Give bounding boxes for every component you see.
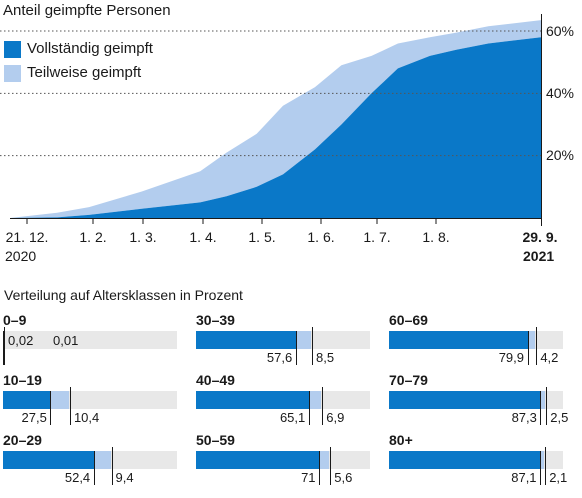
value-label-full: 52,4 (64, 470, 91, 485)
bar-partial (309, 391, 322, 409)
bar-partial (528, 331, 536, 349)
legend-label-partial: Teilweise geimpft (27, 64, 142, 81)
value-label-full: 65,1 (279, 410, 306, 425)
age-group-label: 80+ (389, 432, 413, 448)
x-tick-label: 1. 6. (307, 229, 335, 245)
value-label-full: 71 (301, 470, 316, 485)
bar-full (3, 451, 95, 469)
bar-partial (94, 451, 111, 469)
bar-track (196, 391, 370, 409)
legend-swatch-full (4, 41, 21, 58)
x-start-year: 2020 (5, 248, 37, 264)
bar-partial (540, 451, 545, 469)
age-group-label: 20–29 (3, 432, 42, 448)
bar-full (389, 391, 541, 409)
x-tick-label: 1. 8. (422, 229, 450, 245)
bar-track (3, 451, 177, 469)
label-tick-partial (4, 327, 6, 365)
bar-track (3, 391, 177, 409)
label-tick-full (295, 331, 297, 365)
bar-full (3, 331, 5, 349)
bar-full (196, 391, 310, 409)
label-tick-full (308, 391, 310, 425)
label-tick-full (2, 331, 4, 365)
value-label-full: 57,6 (266, 350, 293, 365)
age-group-label: 0–9 (3, 312, 27, 328)
bar-full (3, 391, 51, 409)
label-tick-full (319, 451, 321, 485)
bar-partial (50, 391, 69, 409)
area-chart (0, 14, 542, 226)
age-group-label: 50–59 (196, 432, 235, 448)
bar-partial (540, 391, 546, 409)
value-label-partial: 5,6 (334, 470, 353, 485)
value-label-partial: 2,1 (549, 470, 568, 485)
bar-full (196, 331, 297, 349)
x-tick-label: 1. 4. (189, 229, 217, 245)
label-tick-full (540, 451, 542, 485)
bar-track (389, 331, 563, 349)
label-tick-full (540, 391, 542, 425)
legend-label-full: Vollständig geimpft (27, 40, 153, 57)
age-group-label: 40–49 (196, 372, 235, 388)
label-tick-full (93, 451, 95, 485)
value-label-partial: 8,5 (316, 350, 335, 365)
value-label-full: 79,9 (498, 350, 525, 365)
bar-full (389, 451, 541, 469)
value-label-full: 87,3 (511, 410, 537, 425)
value-label-partial: 0,01 (53, 333, 79, 348)
x-tick-label: 21. 12. (5, 229, 49, 245)
label-tick-partial (312, 327, 313, 365)
label-tick-partial (330, 447, 332, 485)
x-tick-label: 1. 5. (248, 229, 276, 245)
bar-partial (319, 451, 330, 469)
chart-title: Anteil geimpfte Personen (3, 2, 171, 19)
y-tick-label: 60% (545, 23, 574, 39)
label-tick-partial (69, 387, 71, 425)
bar-track (389, 391, 563, 409)
age-group-label: 10–19 (3, 372, 42, 388)
value-label-partial: 9,4 (115, 470, 134, 485)
bar-section-title: Verteilung auf Altersklassen in Prozent (4, 287, 243, 303)
value-label-full: 87,1 (511, 470, 537, 485)
label-tick-partial (545, 447, 547, 485)
x-tick-label: 1. 3. (129, 229, 157, 245)
age-group-label: 70–79 (389, 372, 428, 388)
label-tick-full (50, 391, 52, 425)
label-tick-full (527, 331, 529, 365)
x-tick-label: 1. 2. (79, 229, 107, 245)
value-label-full: 0,02 (8, 333, 34, 348)
label-tick-partial (322, 387, 324, 425)
bar-track (196, 331, 370, 349)
y-tick-label: 40% (545, 85, 574, 101)
x-end-year: 2021 (523, 248, 555, 264)
label-tick-partial (111, 447, 113, 485)
bar-full (196, 451, 320, 469)
bar-track (196, 451, 370, 469)
value-label-partial: 6,9 (326, 410, 345, 425)
age-group-label: 30–39 (196, 312, 235, 328)
bar-track (389, 451, 563, 469)
value-label-full: 27,5 (21, 410, 47, 425)
age-group-label: 60–69 (389, 312, 428, 328)
legend-swatch-partial (4, 65, 21, 82)
bar-partial (296, 331, 311, 349)
bar-full (389, 331, 529, 349)
area-series-partial (10, 20, 541, 218)
value-label-partial: 4,2 (540, 350, 559, 365)
area-series-full (10, 37, 541, 219)
x-tick-label-end: 29. 9. (522, 229, 558, 245)
value-label-partial: 10,4 (73, 410, 100, 425)
label-tick-partial (536, 327, 538, 365)
y-tick-label: 20% (545, 147, 574, 163)
x-tick-label: 1. 7. (363, 229, 391, 245)
value-label-partial: 2,5 (550, 410, 569, 425)
label-tick-partial (546, 387, 548, 425)
